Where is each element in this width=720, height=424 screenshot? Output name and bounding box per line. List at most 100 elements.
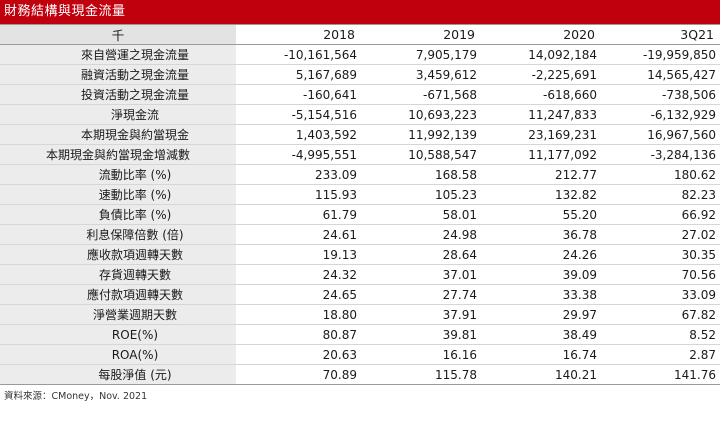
table-cell: 58.01 [361,204,481,225]
table-cell: 105.23 [361,184,481,205]
table-cell: 132.82 [481,184,601,205]
table-title: 財務結構與現金流量 [0,0,720,24]
table-cell: 140.21 [481,364,601,385]
row-label: 融資活動之現金流量 [0,64,236,85]
table-cell: -3,284,136 [601,144,720,165]
table-row: 每股淨值 (元) 70.89 115.78 140.21 141.76 [0,364,720,385]
row-label: 來自營運之現金流量 [0,44,236,65]
table-cell: 39.81 [361,324,481,345]
table-cell: 70.89 [236,364,361,385]
table-cell: 212.77 [481,164,601,185]
row-label: 投資活動之現金流量 [0,84,236,105]
table-body: 來自營運之現金流量 -10,161,564 7,905,179 14,092,184-… [0,44,720,385]
table-row: ROE(%) 80.87 39.81 38.49 8.52 [0,324,720,345]
table-cell: 70.56 [601,264,720,285]
table-cell: -2,225,691 [481,64,601,85]
financial-table: 千 2018 2019 2020 3Q21 來自營運之現金流量 -10,161,5… [0,24,720,385]
table-row: 流動比率 (%) 233.09 168.58 212.77 180.62 [0,164,720,185]
table-cell: 14,092,184 [481,44,601,65]
table-cell: 24.32 [236,264,361,285]
table-cell: -10,161,564 [236,44,361,65]
row-label: ROE(%) [0,324,236,345]
table-cell: 61.79 [236,204,361,225]
row-label: 淨營業週期天數 [0,304,236,325]
unit-header: 千 [0,24,236,45]
table-cell: 16.16 [361,344,481,365]
table-row: 來自營運之現金流量 -10,161,564 7,905,179 14,092,184-… [0,44,720,65]
table-cell: 24.26 [481,244,601,265]
table-cell: 16.74 [481,344,601,365]
table-row: 應收款項週轉天數 19.13 28.64 24.26 30.35 [0,244,720,265]
table-cell: 5,167,689 [236,64,361,85]
table-cell: 8.52 [601,324,720,345]
table-cell: 3,459,612 [361,64,481,85]
table-cell: 24.65 [236,284,361,305]
table-cell: -6,132,929 [601,104,720,125]
table-cell: -671,568 [361,84,481,105]
table-cell: 28.64 [361,244,481,265]
year-header-3q21: 3Q21 [601,24,720,45]
table-cell: 115.93 [236,184,361,205]
row-label: 存貨週轉天數 [0,264,236,285]
table-cell: 141.76 [601,364,720,385]
row-label: ROA(%) [0,344,236,365]
source-note: 資料來源：CMoney，Nov. 2021 [4,391,148,402]
table-row: 淨營業週期天數 18.80 37.91 29.97 67.82 [0,304,720,325]
table-row: 融資活動之現金流量 5,167,689 3,459,612 -2,225,691 14,… [0,64,720,85]
table-cell: 38.49 [481,324,601,345]
table-cell: 55.20 [481,204,601,225]
row-label: 應付款項週轉天數 [0,284,236,305]
row-label: 本期現金與約當現金 [0,124,236,145]
table-cell: -738,506 [601,84,720,105]
table-cell: 67.82 [601,304,720,325]
table-cell: 16,967,560 [601,124,720,145]
table-cell: 36.78 [481,224,601,245]
table-cell: -618,660 [481,84,601,105]
table-row: ROA(%) 20.63 16.16 16.74 2.87 [0,344,720,365]
table-cell: -4,995,551 [236,144,361,165]
table-cell: 11,177,092 [481,144,601,165]
table-cell: 37.01 [361,264,481,285]
year-header-2020: 2020 [481,24,601,45]
table-cell: 24.61 [236,224,361,245]
table-cell: 115.78 [361,364,481,385]
table-cell: 82.23 [601,184,720,205]
table-cell: 11,992,139 [361,124,481,145]
table-cell: 7,905,179 [361,44,481,65]
table-cell: 66.92 [601,204,720,225]
table-cell: -5,154,516 [236,104,361,125]
table-cell: 2.87 [601,344,720,365]
table-row: 應付款項週轉天數 24.65 27.74 33.38 33.09 [0,284,720,305]
table-cell: 30.35 [601,244,720,265]
table-row: 負債比率 (%) 61.79 58.01 55.20 66.92 [0,204,720,225]
row-label: 利息保障倍數 (倍) [0,224,236,245]
table-row: 利息保障倍數 (倍) 24.61 24.98 36.78 27.02 [0,224,720,245]
table-cell: 27.02 [601,224,720,245]
table-cell: -160,641 [236,84,361,105]
table-cell: 23,169,231 [481,124,601,145]
table-row: 投資活動之現金流量 -160,641 -671,568 -618,660 -738,50… [0,84,720,105]
table-cell: 33.09 [601,284,720,305]
table-row: 淨現金流 -5,154,516 10,693,223 11,247,833 -6,132… [0,104,720,125]
table-cell: 14,565,427 [601,64,720,85]
table-cell: 11,247,833 [481,104,601,125]
table-cell: 168.58 [361,164,481,185]
table-row: 本期現金與約當現金增減數 -4,995,551 10,588,547 11,177,0… [0,144,720,165]
row-label: 每股淨值 (元) [0,364,236,385]
header-row: 千 2018 2019 2020 3Q21 [0,24,720,45]
year-header-2018: 2018 [236,24,361,45]
row-label: 本期現金與約當現金增減數 [0,144,236,165]
table-cell: 27.74 [361,284,481,305]
table-cell: 24.98 [361,224,481,245]
table-cell: 19.13 [236,244,361,265]
table-cell: 20.63 [236,344,361,365]
row-label: 應收款項週轉天數 [0,244,236,265]
table-cell: 1,403,592 [236,124,361,145]
table-cell: 10,693,223 [361,104,481,125]
row-label: 流動比率 (%) [0,164,236,185]
table-cell: 80.87 [236,324,361,345]
table-row: 速動比率 (%) 115.93 105.23 132.82 82.23 [0,184,720,205]
table-cell: 37.91 [361,304,481,325]
table-cell: 39.09 [481,264,601,285]
table-cell: 29.97 [481,304,601,325]
